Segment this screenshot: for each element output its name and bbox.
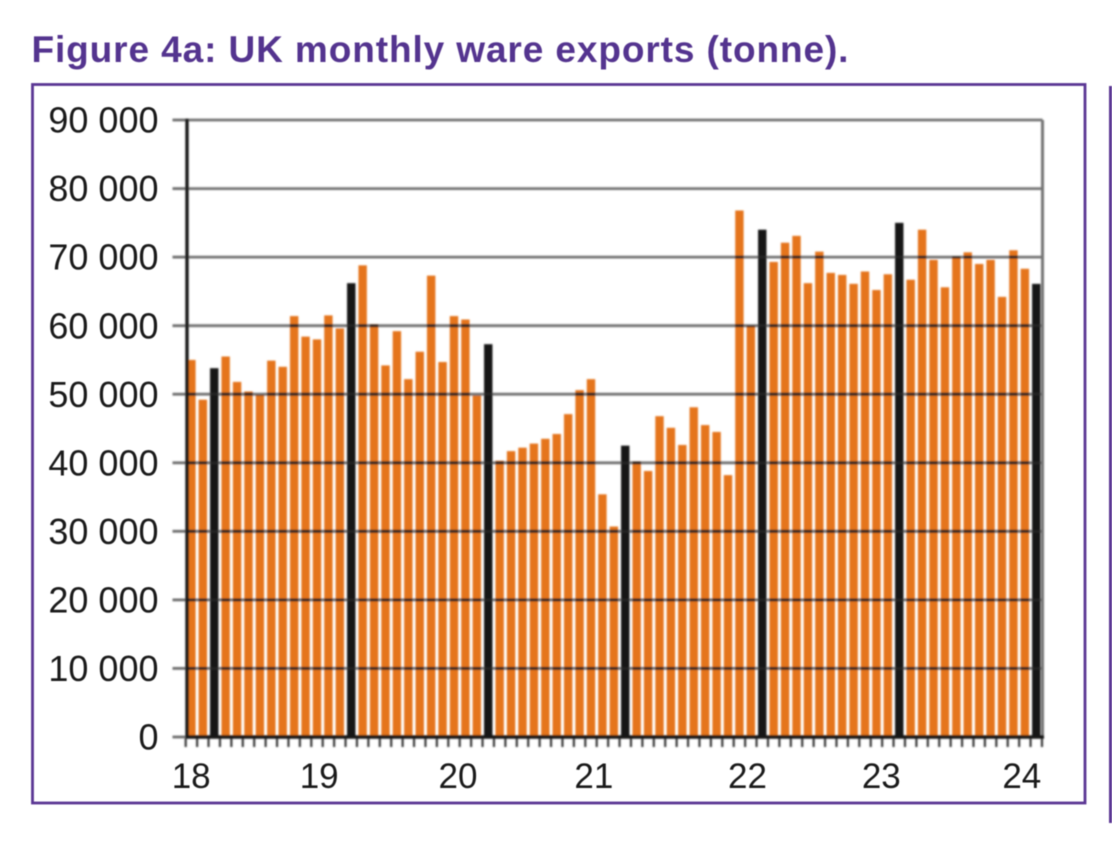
svg-text:20: 20 — [439, 757, 478, 796]
svg-text:22: 22 — [728, 757, 767, 796]
svg-text:90 000: 90 000 — [48, 100, 158, 141]
svg-text:40 000: 40 000 — [48, 442, 158, 483]
svg-text:30 000: 30 000 — [48, 511, 158, 552]
svg-text:18: 18 — [172, 757, 211, 796]
svg-text:80 000: 80 000 — [48, 168, 158, 209]
svg-text:21: 21 — [574, 757, 613, 796]
svg-text:19: 19 — [300, 757, 339, 796]
svg-text:10 000: 10 000 — [48, 648, 158, 689]
svg-text:70 000: 70 000 — [48, 237, 158, 278]
svg-text:0: 0 — [138, 717, 158, 758]
svg-text:60 000: 60 000 — [48, 305, 158, 346]
svg-text:20 000: 20 000 — [48, 580, 158, 621]
svg-text:23: 23 — [862, 757, 901, 796]
svg-text:24: 24 — [1002, 757, 1041, 796]
svg-text:Figure 4a: UK monthly ware exp: Figure 4a: UK monthly ware exports (tonn… — [32, 29, 850, 70]
svg-text:50 000: 50 000 — [48, 374, 158, 415]
